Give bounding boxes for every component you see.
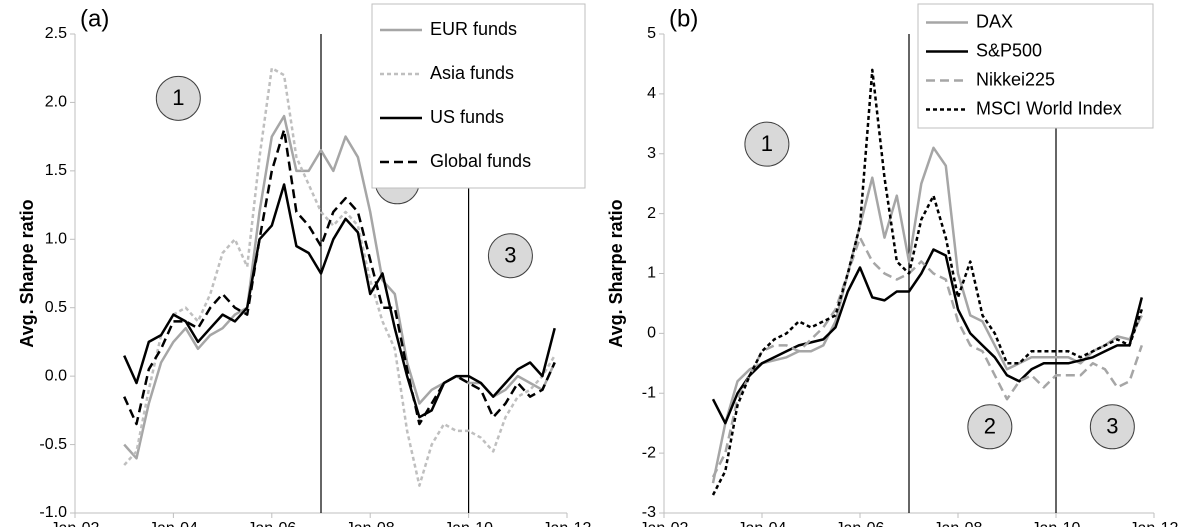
x-tick-label: Jan-12 [543, 520, 592, 527]
panel-title: (a) [80, 5, 109, 32]
legend-label: EUR funds [430, 19, 517, 39]
series-line [711, 68, 1143, 496]
legend-label: US funds [430, 107, 504, 127]
x-tick-label: Jan-10 [1032, 520, 1081, 527]
legend-label: Asia funds [430, 63, 514, 83]
legend-label: Nikkei225 [976, 69, 1055, 89]
x-tick-label: Jan-08 [934, 520, 983, 527]
y-tick-label: 5 [647, 25, 656, 42]
y-axis-label: Avg. Sharpe ratio [606, 199, 626, 347]
y-tick-label: -1 [642, 384, 656, 401]
y-tick-label: 1 [647, 265, 656, 282]
annotation-circle [487, 233, 533, 279]
x-tick-label: Jan-06 [247, 520, 296, 527]
series-line [711, 236, 1143, 478]
y-tick-label: 2.0 [45, 94, 67, 111]
legend-box [371, 3, 586, 189]
y-tick-label: 0 [647, 325, 656, 342]
series-line [711, 146, 1143, 484]
series-line [123, 128, 556, 426]
legend-box [917, 3, 1154, 129]
x-tick-label: Jan-10 [444, 520, 493, 527]
x-tick-label: Jan-02 [51, 520, 100, 527]
series-line [123, 183, 556, 419]
panel-title: (b) [669, 5, 698, 32]
annotation-circle [1089, 404, 1135, 450]
x-tick-label: Jan-06 [836, 520, 885, 527]
legend-label: DAX [976, 11, 1013, 31]
y-tick-label: 3 [647, 145, 656, 162]
series-line [711, 248, 1144, 425]
annotation-circle [967, 404, 1013, 450]
legend-label: Global funds [430, 151, 531, 171]
annotation-circle [744, 121, 790, 167]
x-tick-label: Jan-04 [738, 520, 787, 527]
x-tick-label: Jan-12 [1130, 520, 1179, 527]
annotation-label: 3 [1106, 414, 1118, 439]
y-tick-label: 0.5 [45, 299, 67, 316]
y-tick-label: 2 [647, 205, 656, 222]
annotation-label: 1 [761, 131, 773, 156]
x-tick-label: Jan-02 [640, 520, 689, 527]
legend-label: MSCI World Index [976, 98, 1122, 118]
y-tick-label: -1.0 [39, 504, 67, 521]
y-tick-label: 2.5 [45, 25, 67, 42]
y-axis-label: Avg. Sharpe ratio [17, 199, 37, 347]
y-tick-label: 1.0 [45, 231, 67, 248]
y-tick-label: -0.5 [39, 436, 67, 453]
x-tick-label: Jan-08 [346, 520, 395, 527]
x-tick-label: Jan-04 [149, 520, 198, 527]
y-tick-label: -3 [642, 504, 656, 521]
annotation-label: 1 [172, 85, 184, 110]
y-tick-label: 0.0 [45, 367, 67, 384]
y-tick-label: 1.5 [45, 162, 67, 179]
annotation-label: 2 [984, 414, 996, 439]
y-tick-label: 4 [647, 85, 656, 102]
legend-label: S&P500 [976, 40, 1042, 60]
annotation-circle [155, 75, 201, 121]
annotation-label: 3 [504, 243, 516, 268]
y-tick-label: -2 [642, 444, 656, 461]
series-line [123, 66, 556, 487]
